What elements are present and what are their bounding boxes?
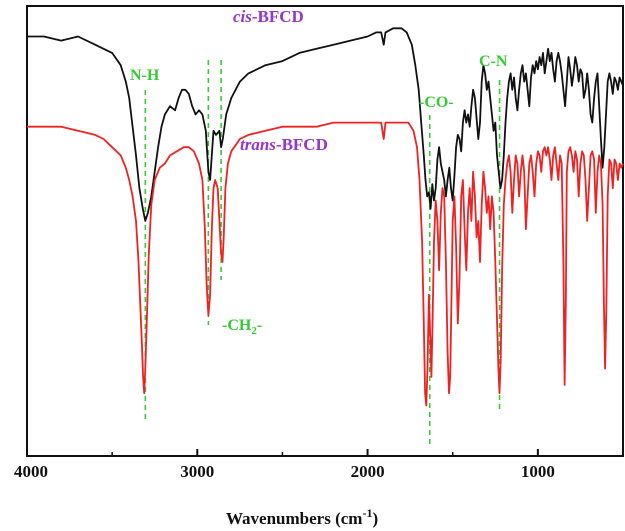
annotation-ch2: -CH2- bbox=[222, 317, 262, 337]
x-tick-label-1000: 1000 bbox=[521, 462, 555, 481]
x-axis-title: Wavenumbers (cm-1) bbox=[226, 506, 378, 528]
annotation-cn: C-N bbox=[479, 53, 508, 70]
annotation-co: -CO- bbox=[419, 94, 454, 111]
plot-frame bbox=[26, 5, 624, 457]
series-line-trans-BFCD bbox=[27, 121, 624, 407]
x-tick-label-2000: 2000 bbox=[351, 462, 385, 481]
series-label-cis: cis-BFCD bbox=[233, 7, 304, 26]
series-layer bbox=[27, 27, 624, 407]
x-axis-ticks: 4000 3000 2000 1000 bbox=[14, 449, 555, 481]
series-line-cis-BFCD bbox=[27, 27, 624, 222]
annotation-nh: N-H bbox=[130, 67, 160, 84]
x-tick-label-4000: 4000 bbox=[14, 462, 48, 481]
x-tick-label-3000: 3000 bbox=[180, 462, 214, 481]
series-label-trans: trans-BFCD bbox=[240, 135, 328, 154]
